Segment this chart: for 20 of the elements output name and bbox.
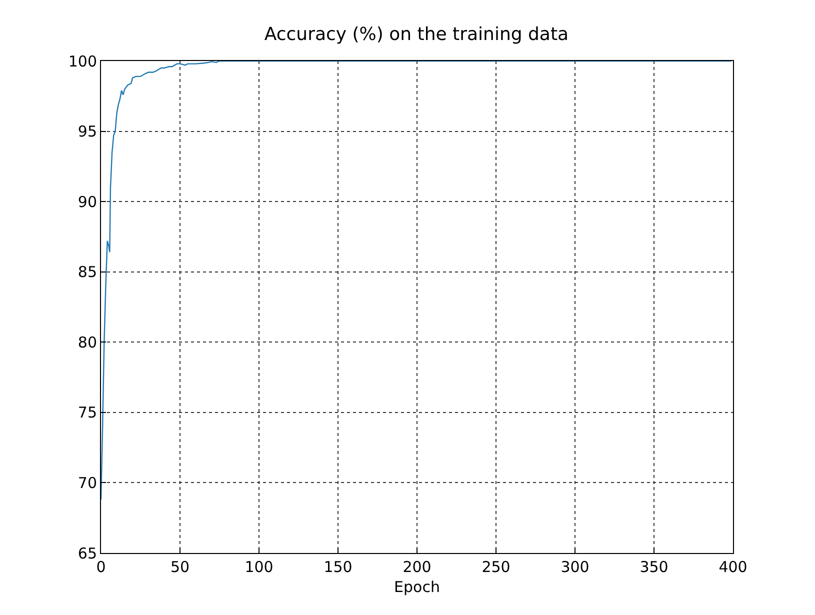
x-tick-label: 250: [482, 558, 510, 576]
y-tick-label: 100: [68, 52, 97, 70]
x-axis-title: Epoch: [394, 578, 440, 596]
y-tick-label: 70: [78, 474, 97, 492]
y-tick-label: 90: [78, 192, 97, 211]
y-tick-label: 95: [78, 122, 97, 141]
line-series: [101, 61, 732, 500]
x-tick-label: 200: [402, 558, 432, 576]
x-tick-label: 150: [324, 558, 352, 576]
y-tick-label: 85: [78, 263, 97, 282]
x-tick-label: 100: [244, 558, 274, 576]
x-tick-label: 400: [718, 558, 748, 576]
y-tick-label: 65: [78, 544, 97, 562]
x-tick-label: 300: [560, 558, 590, 576]
x-tick-label: 0: [96, 558, 106, 576]
x-tick-label: 50: [170, 558, 190, 576]
x-tick-label: 350: [640, 558, 668, 576]
chart-title: Accuracy (%) on the training data: [264, 24, 569, 45]
y-tick-label: 80: [78, 333, 97, 352]
y-tick-label: 75: [78, 404, 97, 422]
